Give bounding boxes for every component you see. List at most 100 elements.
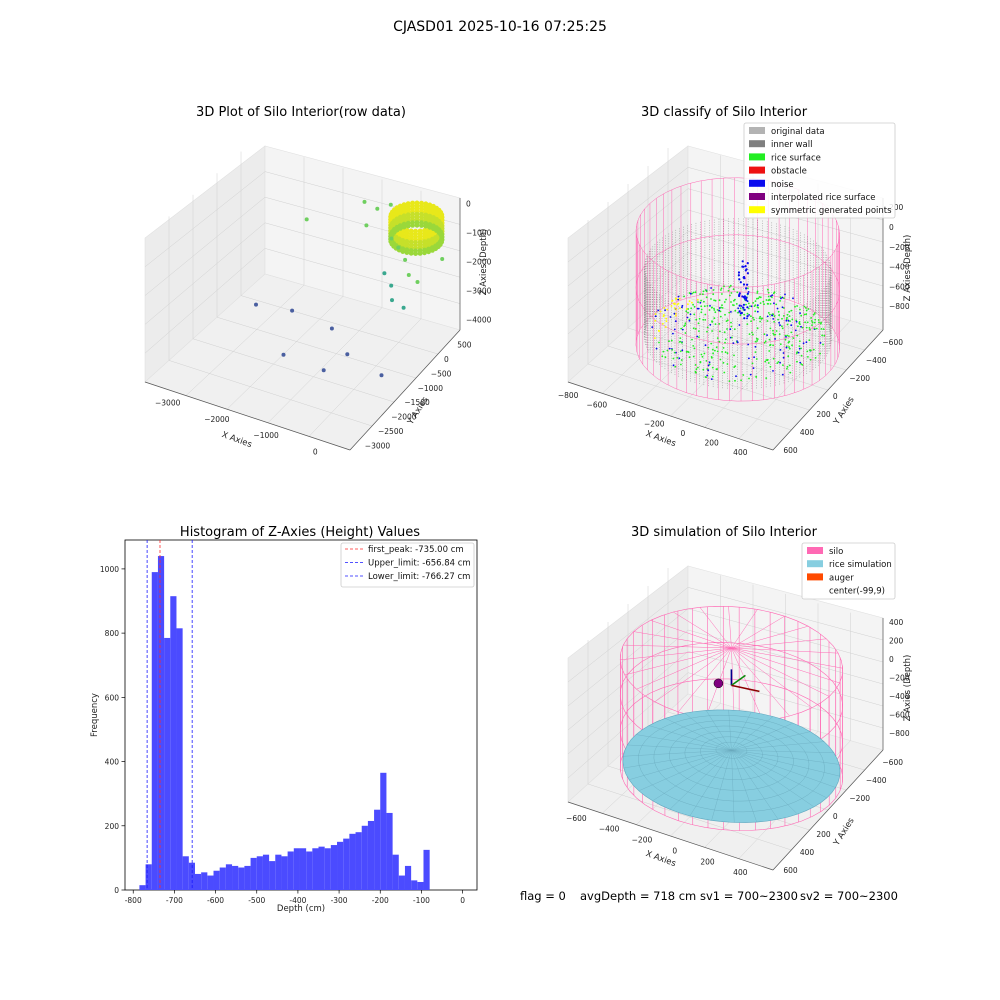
classified-point — [733, 366, 736, 368]
x-tick-label: −1000 — [253, 431, 279, 440]
classified-point — [772, 344, 774, 347]
classified-point — [697, 322, 700, 325]
classified-point — [702, 368, 705, 371]
classified-point — [756, 327, 759, 330]
classified-point — [679, 337, 682, 339]
y-tick-label: −600 — [882, 338, 903, 347]
classified-point — [818, 321, 820, 324]
classified-point — [665, 320, 668, 323]
classified-point — [658, 341, 660, 344]
rice-simulation-mesh — [731, 750, 840, 777]
classified-point — [778, 314, 780, 317]
y-tick-label: 200 — [816, 830, 831, 839]
rice-simulation-mesh — [731, 750, 779, 820]
z-tick-label: 0 — [889, 223, 894, 232]
classified-point — [768, 350, 771, 352]
classified-point — [705, 360, 708, 362]
z-tick-label: −200 — [889, 673, 910, 682]
classified-point — [730, 292, 733, 294]
noise-point — [738, 304, 741, 307]
classified-point — [772, 357, 775, 360]
classified-point — [754, 300, 757, 302]
cluster-point — [408, 250, 414, 256]
classified-point — [685, 351, 688, 353]
classified-point — [750, 320, 752, 323]
classified-point — [782, 356, 785, 359]
rice-simulation-mesh — [731, 750, 834, 753]
classified-point — [673, 307, 676, 310]
classified-point — [764, 340, 767, 343]
classified-point — [819, 342, 822, 344]
classified-point — [763, 333, 766, 336]
x-tick-label: 400 — [733, 448, 748, 457]
classified-point — [714, 299, 717, 302]
legend-swatch — [749, 140, 765, 148]
classified-point — [779, 343, 782, 346]
classified-point — [721, 293, 723, 295]
classified-point — [712, 352, 714, 355]
noise-point — [742, 306, 745, 309]
legend-label: silo — [829, 547, 843, 557]
classified-point — [657, 329, 660, 332]
classified-point — [798, 347, 801, 350]
classified-point — [757, 297, 760, 300]
silo-roof-ray — [731, 647, 813, 708]
noise-point — [742, 276, 745, 279]
noise-point — [745, 297, 748, 300]
classified-point — [771, 296, 773, 298]
classified-point — [763, 303, 765, 306]
classified-point — [681, 304, 684, 307]
classified-point — [767, 362, 770, 364]
classified-point — [777, 310, 780, 313]
classified-point — [791, 318, 794, 321]
classified-point — [726, 328, 728, 330]
legend-label: rice surface — [771, 153, 821, 163]
classified-point — [687, 303, 689, 306]
histogram-bar — [219, 867, 226, 890]
classified-point — [751, 331, 753, 334]
classified-point — [698, 330, 700, 332]
histogram-ticks: -800 -700 -600 -500 -400 -300 -200 -100 0 0 200 400… — [100, 565, 465, 905]
noise-point — [745, 268, 748, 271]
classified-point — [654, 319, 657, 322]
classified-point — [791, 344, 793, 347]
classified-point — [759, 320, 761, 323]
classified-point — [798, 340, 801, 343]
classified-point — [662, 322, 664, 325]
z-tick-label: −2000 — [466, 257, 492, 266]
x-tick-label: -100 — [413, 896, 430, 905]
rice-simulation-mesh — [689, 750, 732, 817]
classified-point — [749, 305, 751, 307]
raw-3d-point-cluster — [388, 200, 445, 256]
classified-point — [724, 313, 726, 316]
noise-point — [745, 299, 748, 302]
classified-point — [822, 343, 824, 346]
classified-point — [704, 289, 707, 291]
silo-roof-ray — [731, 647, 839, 654]
z-tick-label: −800 — [889, 302, 910, 311]
classified-point — [684, 322, 687, 325]
classified-point — [705, 290, 708, 293]
rice-simulation-mesh — [711, 750, 732, 821]
data-point — [254, 302, 258, 307]
classified-point — [742, 374, 745, 376]
classified-point — [671, 348, 674, 351]
raw-3d-panes — [144, 145, 461, 451]
classified-point — [754, 310, 757, 313]
y-axis-line — [349, 329, 461, 451]
classified-point — [779, 349, 782, 351]
classified-point — [748, 314, 750, 316]
classified-point — [781, 325, 783, 328]
classified-point — [767, 288, 769, 291]
classified-point — [810, 320, 813, 322]
noise-point — [741, 295, 744, 298]
histogram-bar — [157, 556, 165, 890]
classified-point — [779, 296, 782, 299]
classified-point — [771, 294, 774, 296]
classified-point — [654, 337, 656, 339]
classified-point — [785, 346, 788, 349]
classified-point — [794, 305, 796, 308]
classified-point — [784, 338, 787, 341]
classified-point — [708, 361, 711, 364]
noise-point — [740, 311, 743, 315]
